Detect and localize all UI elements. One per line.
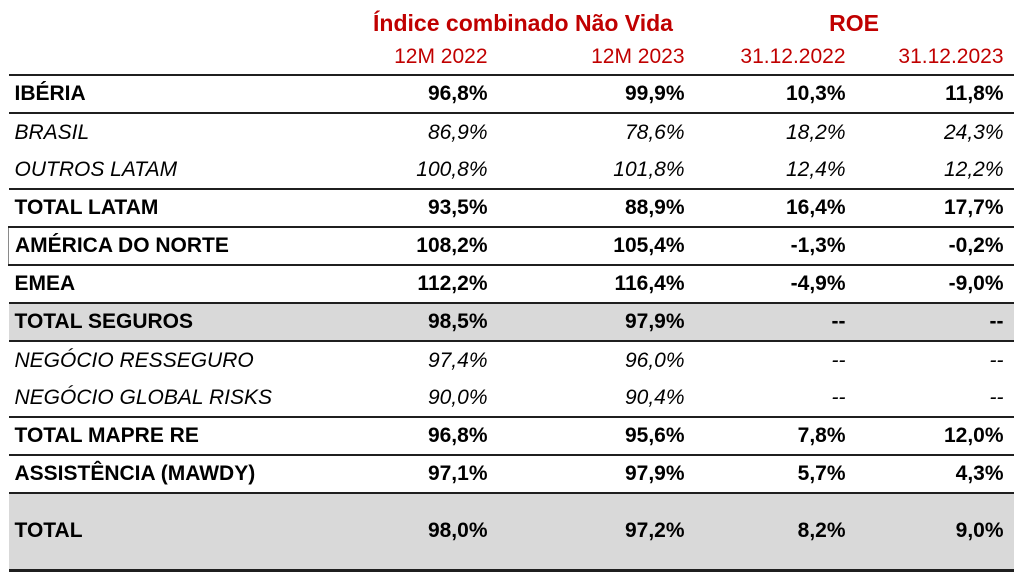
- value-cell: --: [855, 303, 1014, 342]
- value-cell: 97,2%: [497, 493, 695, 572]
- value-cell: -9,0%: [855, 265, 1014, 304]
- table-row-assistencia-mawdy: ASSISTÊNCIA (MAWDY) 97,1% 97,9% 5,7% 4,3…: [8, 455, 1014, 494]
- table-row-emea: EMEA 112,2% 116,4% -4,9% -9,0%: [8, 265, 1014, 304]
- value-cell: 116,4%: [497, 265, 695, 304]
- region-label: TOTAL SEGUROS: [8, 303, 301, 342]
- value-cell: --: [989, 348, 1004, 372]
- value-cell: 98,0%: [300, 493, 498, 572]
- value-cell: 7,8%: [694, 417, 856, 456]
- value-cell: 101,8%: [497, 151, 695, 190]
- non-life-combined-ratio-roe-table: Índice combinado Não Vida ROE 12M 2022 1…: [8, 6, 1014, 572]
- period-header-31-12-2022: 31.12.2022: [694, 40, 856, 76]
- region-label: NEGÓCIO GLOBAL RISKS: [8, 379, 301, 418]
- table-row-iberia: IBÉRIA 96,8% 99,9% 10,3% 11,8%: [8, 75, 1014, 114]
- empty-header-cell: [8, 40, 301, 76]
- value-cell: 90,0%: [300, 379, 498, 418]
- period-header-12m-2022: 12M 2022: [300, 40, 498, 76]
- table-row-total-seguros: TOTAL SEGUROS 98,5% 97,9% -- --: [8, 303, 1014, 342]
- group-header-roe: ROE: [829, 9, 879, 36]
- region-label: EMEA: [8, 265, 301, 304]
- value-cell: 95,6%: [497, 417, 695, 456]
- value-cell: 18,2%: [785, 120, 846, 144]
- value-cell: 93,5%: [300, 189, 498, 228]
- table-row-brasil: BRASIL 86,9% 78,6% 18,2% 24,3%: [9, 113, 1014, 151]
- value-cell: 12,0%: [855, 417, 1014, 456]
- table-row-outros-latam: OUTROS LATAM 100,8% 101,8% 12,4% 12,2%: [8, 151, 1014, 190]
- value-cell: 97,9%: [497, 455, 695, 494]
- region-label: NEGÓCIO RESSEGURO: [14, 348, 254, 372]
- value-cell: 4,3%: [855, 455, 1014, 494]
- empty-corner-cell: [9, 6, 301, 40]
- table-row-america-do-norte: AMÉRICA DO NORTE 108,2% 105,4% -1,3% -0,…: [8, 227, 1014, 266]
- column-group-header-row: Índice combinado Não Vida ROE: [9, 6, 1014, 40]
- region-label: TOTAL LATAM: [8, 189, 301, 228]
- region-label: TOTAL: [8, 493, 301, 572]
- value-cell: 100,8%: [300, 151, 498, 190]
- region-label: ASSISTÊNCIA (MAWDY): [8, 455, 301, 494]
- region-label: TOTAL MAPRE RE: [8, 417, 301, 456]
- period-header-12m-2023: 12M 2023: [497, 40, 695, 76]
- group-header-combined-ratio: Índice combinado Não Vida: [373, 9, 673, 36]
- value-cell: 5,7%: [694, 455, 856, 494]
- value-cell: 16,4%: [694, 189, 856, 228]
- value-cell: 88,9%: [497, 189, 695, 228]
- value-cell: 105,4%: [497, 227, 695, 266]
- value-cell: 24,3%: [943, 120, 1004, 144]
- value-cell: 99,9%: [497, 75, 695, 114]
- table-row-total-mapre-re: TOTAL MAPRE RE 96,8% 95,6% 7,8% 12,0%: [8, 417, 1014, 456]
- table-row-negocio-resseguro: NEGÓCIO RESSEGURO 97,4% 96,0% -- --: [9, 341, 1014, 379]
- region-label: BRASIL: [14, 120, 90, 144]
- value-cell: 12,4%: [694, 151, 856, 190]
- period-header-row: 12M 2022 12M 2023 31.12.2022 31.12.2023: [8, 40, 1014, 76]
- table-row-total-latam: TOTAL LATAM 93,5% 88,9% 16,4% 17,7%: [8, 189, 1014, 228]
- value-cell: 98,5%: [300, 303, 498, 342]
- value-cell: --: [694, 379, 856, 418]
- value-cell: 86,9%: [427, 120, 488, 144]
- value-cell: 78,6%: [624, 120, 685, 144]
- period-header-31-12-2023: 31.12.2023: [855, 40, 1014, 76]
- value-cell: 9,0%: [855, 493, 1014, 572]
- value-cell: 96,8%: [300, 75, 498, 114]
- value-cell: 96,0%: [624, 348, 685, 372]
- value-cell: 10,3%: [694, 75, 856, 114]
- value-cell: 12,2%: [855, 151, 1014, 190]
- value-cell: 8,2%: [694, 493, 856, 572]
- value-cell: 97,4%: [427, 348, 488, 372]
- value-cell: 97,9%: [497, 303, 695, 342]
- value-cell: 90,4%: [497, 379, 695, 418]
- value-cell: 96,8%: [300, 417, 498, 456]
- value-cell: -4,9%: [694, 265, 856, 304]
- value-cell: -0,2%: [855, 227, 1014, 266]
- value-cell: --: [831, 348, 846, 372]
- value-cell: 17,7%: [855, 189, 1014, 228]
- region-label: OUTROS LATAM: [8, 151, 301, 190]
- value-cell: 112,2%: [300, 265, 498, 304]
- region-label: AMÉRICA DO NORTE: [8, 227, 301, 266]
- table-row-total: TOTAL 98,0% 97,2% 8,2% 9,0%: [8, 493, 1014, 572]
- value-cell: 108,2%: [300, 227, 498, 266]
- value-cell: --: [855, 379, 1014, 418]
- value-cell: 11,8%: [855, 75, 1014, 114]
- table-row-negocio-global-risks: NEGÓCIO GLOBAL RISKS 90,0% 90,4% -- --: [8, 379, 1014, 418]
- value-cell: --: [694, 303, 856, 342]
- region-label: IBÉRIA: [8, 75, 301, 114]
- value-cell: 97,1%: [300, 455, 498, 494]
- value-cell: -1,3%: [694, 227, 856, 266]
